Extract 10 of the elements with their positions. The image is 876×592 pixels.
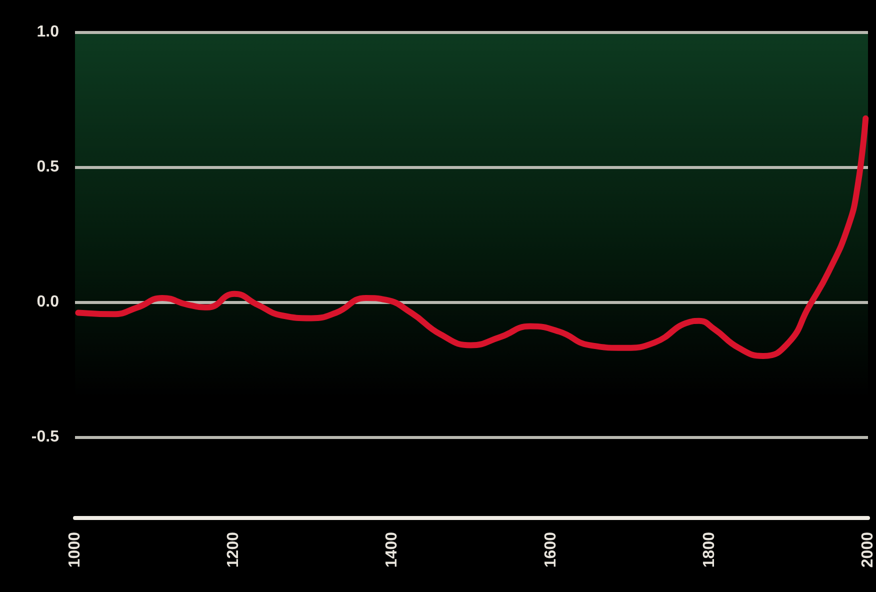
- x-tick-label: 1200: [225, 532, 242, 568]
- x-tick-label: 2000: [860, 532, 876, 568]
- y-tick-label: 0.5: [36, 158, 60, 176]
- x-tick-label: 1600: [542, 532, 560, 568]
- y-tick-label: 0.0: [36, 294, 60, 310]
- x-tick-label: 1000: [66, 532, 84, 568]
- x-tick-label: 1400: [384, 532, 401, 568]
- y-tick-label: -0.5: [31, 428, 60, 446]
- y-tick-label: 1.0: [36, 24, 60, 40]
- x-tick-label: 1800: [700, 532, 718, 568]
